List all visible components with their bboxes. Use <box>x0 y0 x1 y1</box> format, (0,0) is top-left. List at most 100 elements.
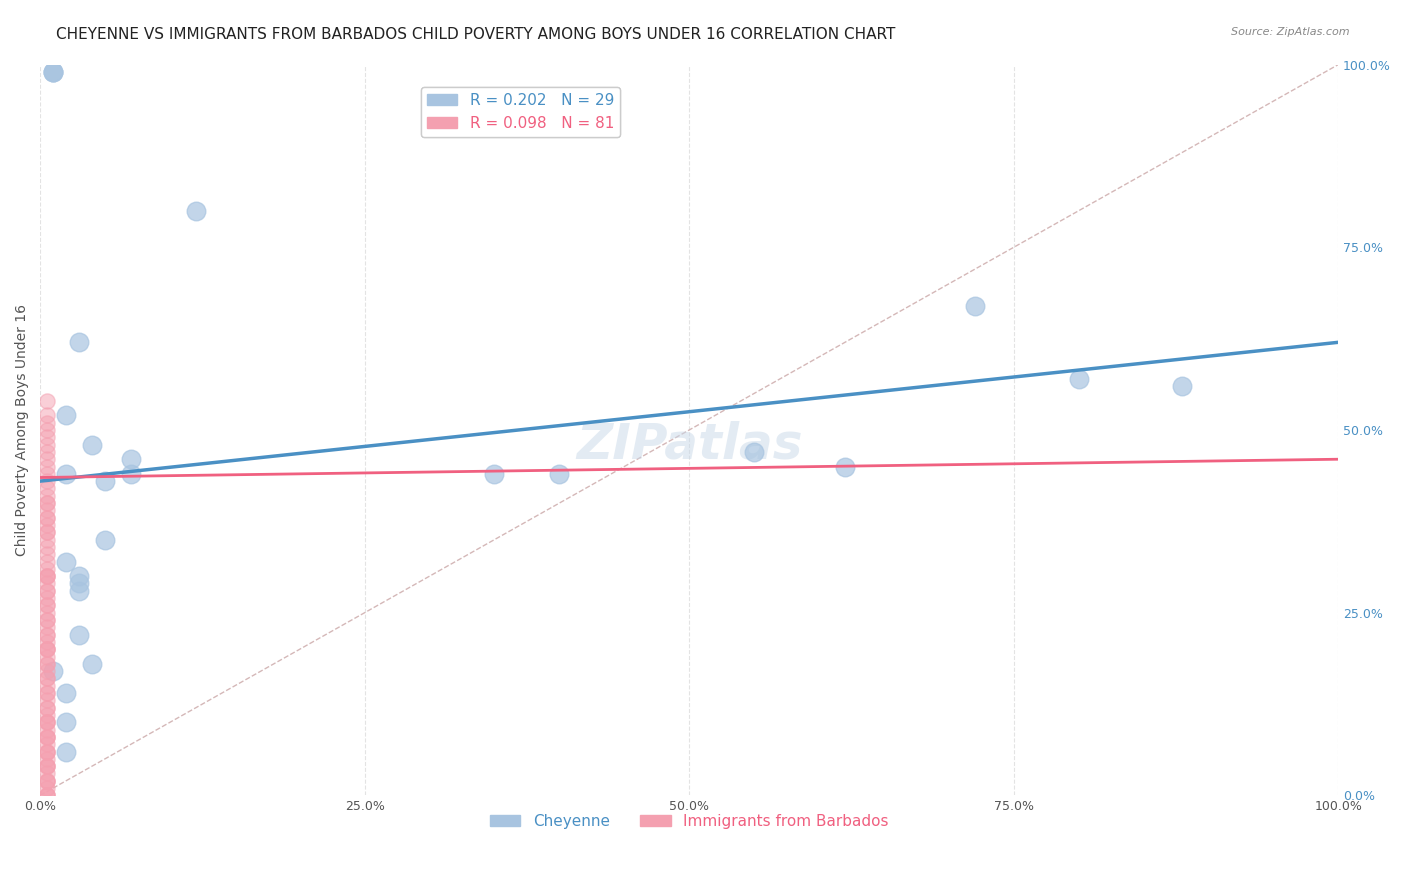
Point <box>35 679 58 693</box>
Point <box>120 467 142 481</box>
Point <box>35 642 58 657</box>
Point <box>35 540 58 554</box>
Point <box>35 700 58 714</box>
Point <box>35 672 58 686</box>
Point <box>35 752 58 766</box>
Point <box>184 203 207 218</box>
Y-axis label: Child Poverty Among Boys Under 16: Child Poverty Among Boys Under 16 <box>15 304 30 556</box>
Point <box>35 606 58 620</box>
Point <box>35 693 58 707</box>
Point <box>42 65 65 79</box>
Point <box>35 789 58 803</box>
Point <box>55 686 77 700</box>
Point <box>35 583 58 598</box>
Point <box>1067 372 1090 386</box>
Point <box>55 555 77 569</box>
Point <box>35 423 58 437</box>
Point <box>1171 379 1194 393</box>
Point <box>484 467 506 481</box>
Point <box>35 642 58 657</box>
Point <box>35 613 58 627</box>
Point <box>35 723 58 737</box>
Point <box>35 759 58 773</box>
Point <box>35 496 58 510</box>
Point <box>35 510 58 524</box>
Point <box>35 773 58 788</box>
Point <box>35 489 58 503</box>
Point <box>35 700 58 714</box>
Point <box>35 569 58 583</box>
Point <box>35 627 58 641</box>
Point <box>35 482 58 496</box>
Point <box>35 766 58 780</box>
Point <box>35 599 58 613</box>
Point <box>35 715 58 730</box>
Text: CHEYENNE VS IMMIGRANTS FROM BARBADOS CHILD POVERTY AMONG BOYS UNDER 16 CORRELATI: CHEYENNE VS IMMIGRANTS FROM BARBADOS CHI… <box>56 27 896 42</box>
Point <box>67 569 90 583</box>
Point <box>35 708 58 723</box>
Point <box>55 409 77 423</box>
Point <box>35 715 58 730</box>
Point <box>35 649 58 664</box>
Point <box>35 518 58 533</box>
Point <box>35 789 58 803</box>
Point <box>35 569 58 583</box>
Point <box>35 773 58 788</box>
Point <box>35 583 58 598</box>
Point <box>35 599 58 613</box>
Point <box>35 452 58 467</box>
Point <box>35 510 58 524</box>
Point <box>42 664 65 678</box>
Point <box>35 730 58 744</box>
Legend: Cheyenne, Immigrants from Barbados: Cheyenne, Immigrants from Barbados <box>484 808 894 835</box>
Point <box>35 591 58 605</box>
Point <box>35 781 58 796</box>
Point <box>35 393 58 408</box>
Point <box>55 467 77 481</box>
Point <box>35 745 58 759</box>
Point <box>35 525 58 540</box>
Point <box>35 496 58 510</box>
Point <box>548 467 571 481</box>
Point <box>35 627 58 641</box>
Point <box>94 533 117 547</box>
Point <box>35 474 58 488</box>
Point <box>35 745 58 759</box>
Text: Source: ZipAtlas.com: Source: ZipAtlas.com <box>1232 27 1350 37</box>
Point <box>35 664 58 678</box>
Point <box>35 759 58 773</box>
Point <box>35 459 58 474</box>
Point <box>35 745 58 759</box>
Point <box>67 576 90 591</box>
Point <box>35 562 58 576</box>
Point <box>834 459 856 474</box>
Point <box>35 430 58 444</box>
Point <box>35 416 58 430</box>
Point <box>35 686 58 700</box>
Point <box>35 576 58 591</box>
Point <box>94 474 117 488</box>
Point <box>67 335 90 350</box>
Point <box>35 730 58 744</box>
Point <box>35 437 58 451</box>
Point <box>35 730 58 744</box>
Point <box>67 583 90 598</box>
Point <box>35 533 58 547</box>
Point <box>35 642 58 657</box>
Point <box>35 759 58 773</box>
Point <box>35 445 58 459</box>
Point <box>35 555 58 569</box>
Point <box>35 569 58 583</box>
Point <box>963 299 986 313</box>
Point <box>35 672 58 686</box>
Point <box>42 65 65 79</box>
Point <box>120 452 142 467</box>
Point <box>35 773 58 788</box>
Point <box>35 467 58 481</box>
Point <box>35 503 58 517</box>
Point <box>35 409 58 423</box>
Point <box>55 745 77 759</box>
Point <box>35 657 58 671</box>
Point <box>35 715 58 730</box>
Text: ZIPatlas: ZIPatlas <box>576 421 803 468</box>
